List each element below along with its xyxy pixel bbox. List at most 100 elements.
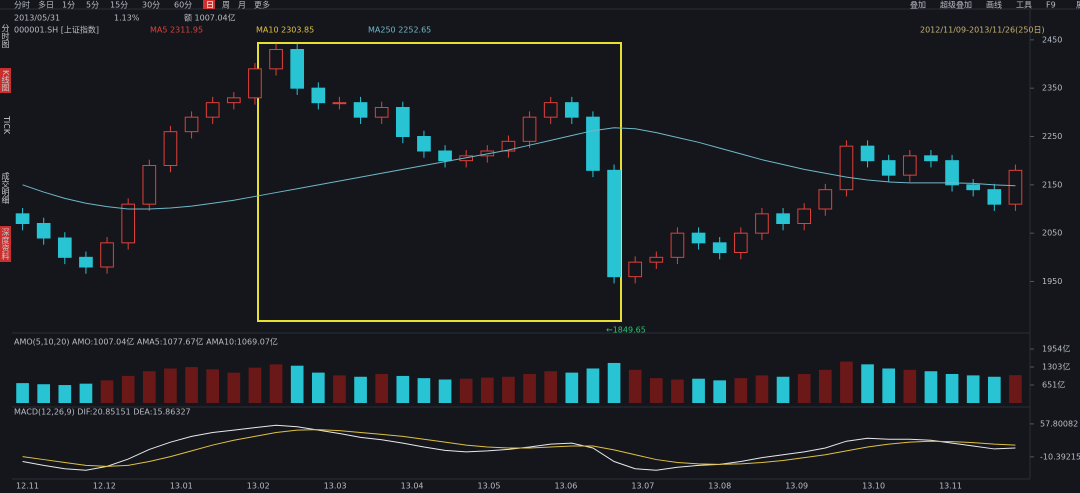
period-tab[interactable]: 多日 <box>38 0 54 10</box>
candle-body <box>691 232 706 244</box>
legend-item: MA250 2252.65 <box>368 26 431 35</box>
x-tick-label: 12.11 <box>16 482 39 491</box>
volume-bar <box>269 364 283 403</box>
volume-bar <box>628 369 642 403</box>
volume-bar <box>544 371 558 403</box>
volume-bar <box>861 364 874 403</box>
y-tick-label: 2350 <box>1042 84 1062 93</box>
volume-bar <box>480 377 494 403</box>
candle-body <box>248 68 262 99</box>
volume-bar <box>333 375 346 403</box>
candle-body <box>670 232 685 258</box>
indicator-line <box>22 127 1016 210</box>
volume-bar <box>945 374 959 403</box>
x-tick-label: 13.07 <box>631 482 654 491</box>
volume-bar <box>523 374 536 403</box>
volume-bar <box>1009 375 1022 403</box>
candle-body <box>36 223 51 239</box>
y-tick-label: 1954亿 <box>1042 344 1070 354</box>
period-tab[interactable]: 30分 <box>142 1 160 10</box>
date-range: 2012/11/09-2013/11/26(250日) <box>920 26 1045 35</box>
candle-body <box>543 102 558 118</box>
volume-bar <box>565 372 579 403</box>
candle-body <box>987 189 1002 205</box>
candle-body <box>184 116 199 133</box>
x-tick-label: 13.11 <box>939 482 962 491</box>
volume-bar <box>290 365 304 403</box>
volume-bar <box>671 379 684 403</box>
volume-bar <box>121 375 135 403</box>
volume-bar <box>100 380 114 403</box>
candle-body <box>712 242 727 253</box>
candle-body <box>121 203 136 244</box>
side-tab[interactable]: 分时图 <box>1 24 10 48</box>
candle-body <box>290 49 305 89</box>
volume-bar <box>185 367 198 403</box>
volume-bar <box>987 376 1001 403</box>
candle-body <box>100 242 114 268</box>
volume-bar <box>924 371 938 403</box>
candle-body <box>353 102 368 118</box>
candle-body <box>417 136 431 152</box>
candle-body <box>818 189 833 210</box>
x-tick-label: 13.09 <box>785 482 808 491</box>
candle-body <box>966 184 981 191</box>
tool-button[interactable]: F9 <box>1046 1 1056 10</box>
info-item: 1.13% <box>114 14 140 23</box>
side-tab[interactable]: 深度资料 <box>0 226 11 262</box>
volume-bar <box>903 369 917 403</box>
candle-body <box>79 256 93 268</box>
period-tab[interactable]: 日 <box>206 1 214 10</box>
y-tick-label: -10.39215 <box>1040 452 1080 461</box>
candle-body <box>142 165 157 205</box>
volume-bar <box>417 378 431 403</box>
y-tick-label: 1950 <box>1042 277 1062 286</box>
volume-bar <box>438 379 452 403</box>
candle-body <box>586 116 600 171</box>
candle-body <box>733 232 748 254</box>
volume-bar <box>734 378 748 403</box>
low-label: ←1849.65 <box>606 326 646 335</box>
period-tab[interactable]: 月 <box>238 1 246 10</box>
volume-bar <box>882 368 896 403</box>
period-tab[interactable]: 5分 <box>86 1 99 10</box>
volume-bar <box>206 369 220 403</box>
legend-item: MA5 2311.95 <box>150 26 203 35</box>
tool-button[interactable]: 工具 <box>1016 1 1032 10</box>
volume-bar <box>16 383 29 403</box>
candle-body <box>902 155 917 176</box>
tool-button[interactable]: 画线 <box>986 0 1002 10</box>
period-tab[interactable]: 1分 <box>62 1 75 10</box>
period-tab[interactable]: 周 <box>222 1 230 10</box>
tool-button[interactable]: 展开+ <box>1076 1 1080 10</box>
volume-bar <box>840 361 853 403</box>
candle-body <box>797 208 812 224</box>
period-tab[interactable]: 15分 <box>110 1 128 10</box>
tool-button[interactable]: 超级叠加 <box>940 0 972 10</box>
x-tick-label: 13.05 <box>478 482 501 491</box>
side-tab[interactable]: K线图 <box>0 68 11 94</box>
side-tab[interactable]: 成交明细 <box>1 172 10 204</box>
candle-body <box>649 256 664 263</box>
candle-body <box>311 87 326 104</box>
period-tab[interactable]: 分时 <box>14 0 30 10</box>
candle-body <box>881 160 896 176</box>
candle-body <box>163 131 178 167</box>
side-tab[interactable]: TICK <box>2 116 11 135</box>
x-tick-label: 13.02 <box>247 482 270 491</box>
volume-bar <box>311 372 325 403</box>
candle-body <box>776 213 790 224</box>
period-tab[interactable]: 60分 <box>174 1 192 10</box>
candle-body <box>628 261 643 278</box>
candle-body <box>607 169 621 278</box>
period-tab[interactable]: 更多 <box>254 0 270 10</box>
volume-bar <box>459 378 473 403</box>
volume-bar <box>227 372 241 403</box>
volume-bar <box>607 362 621 403</box>
tool-button[interactable]: 叠加 <box>910 0 926 10</box>
candle-body <box>438 150 452 162</box>
volume-bar <box>586 368 600 403</box>
active-tab <box>203 0 215 9</box>
